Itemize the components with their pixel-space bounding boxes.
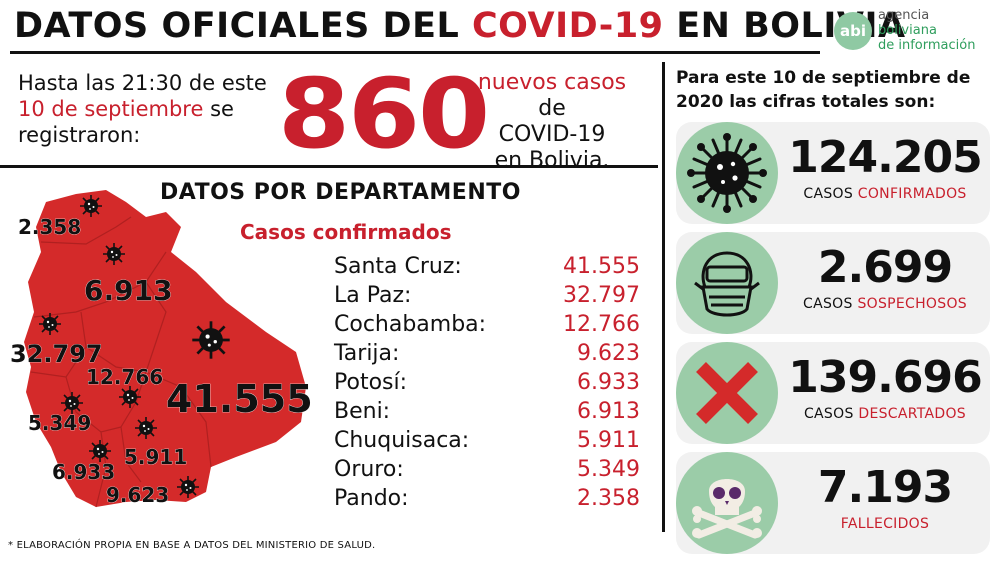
virus-icon-chuquisaca bbox=[134, 416, 158, 440]
logo-line-3: de información bbox=[878, 38, 976, 53]
department-value: 5.911 bbox=[577, 428, 640, 453]
department-name: Tarija: bbox=[334, 341, 400, 366]
totals-intro: Para este 10 de septiembre de 2020 las c… bbox=[676, 68, 971, 112]
abi-logo-badge: abi bbox=[834, 11, 872, 50]
title-underline bbox=[10, 51, 820, 54]
new-cases-de: de bbox=[538, 96, 566, 121]
department-value: 32.797 bbox=[563, 283, 640, 308]
department-name: Pando: bbox=[334, 486, 409, 511]
label-highlight: SOSPECHOSOS bbox=[857, 296, 967, 312]
department-value: 12.766 bbox=[563, 312, 640, 337]
departments-title: DATOS POR DEPARTAMENTO bbox=[160, 180, 521, 205]
virus-icon bbox=[676, 122, 778, 224]
map-label-chuquisaca: 5.911 bbox=[124, 445, 187, 469]
discarded-label: CASOS DESCARTADOS bbox=[782, 406, 988, 422]
logo-line-1: agencia bbox=[878, 8, 930, 23]
virus-icon-beni bbox=[102, 242, 126, 266]
department-value: 41.555 bbox=[563, 254, 640, 279]
new-cases-number: 860 bbox=[278, 58, 490, 170]
map-label-potosi: 6.933 bbox=[52, 460, 115, 484]
discarded-card: 139.696 CASOS DESCARTADOS bbox=[676, 342, 990, 444]
virus-icon-la-paz bbox=[38, 312, 62, 336]
intro-text-1: Hasta las 21:30 de este bbox=[18, 71, 267, 95]
footnote: * ELABORACIÓN PROPIA EN BASE A DATOS DEL… bbox=[8, 540, 376, 551]
new-cases-text: nuevos casos de COVID-19 en Bolivia. bbox=[462, 70, 642, 174]
list-item: Beni: 6.913 bbox=[334, 397, 640, 426]
map-label-pando: 2.358 bbox=[18, 215, 81, 239]
virus-icon-pando bbox=[79, 194, 103, 218]
department-name: Oruro: bbox=[334, 457, 404, 482]
intro-text: Hasta las 21:30 de este 10 de septiembre… bbox=[18, 70, 268, 148]
virus-icon-tarija bbox=[176, 475, 200, 499]
title-part-covid: COVID-19 bbox=[471, 6, 664, 46]
label-prefix: CASOS bbox=[803, 406, 859, 422]
label-highlight: DESCARTADOS bbox=[858, 406, 966, 422]
department-value: 6.933 bbox=[577, 370, 640, 395]
department-name: Chuquisaca: bbox=[334, 428, 470, 453]
map-label-santa-cruz: 41.555 bbox=[166, 377, 313, 421]
discarded-number: 139.696 bbox=[788, 352, 982, 403]
abi-logo: abi agencia boliviana de información bbox=[834, 8, 975, 53]
virus-icon-cochabamba bbox=[118, 385, 142, 409]
department-name: La Paz: bbox=[334, 283, 412, 308]
department-value: 9.623 bbox=[577, 341, 640, 366]
new-cases-covid: COVID-19 bbox=[498, 122, 606, 147]
virus-icon-santa-cruz bbox=[190, 319, 232, 361]
label-highlight: FALLECIDOS bbox=[840, 516, 930, 532]
department-value: 2.358 bbox=[577, 486, 640, 511]
map-label-beni: 6.913 bbox=[84, 274, 173, 307]
new-cases-bolivia: en Bolivia. bbox=[494, 148, 610, 173]
cross-icon bbox=[676, 342, 778, 444]
departments-subtitle: Casos confirmados bbox=[240, 220, 452, 244]
label-highlight: CONFIRMADOS bbox=[857, 186, 967, 202]
abi-logo-text: agencia boliviana de información bbox=[878, 8, 975, 53]
title-part-1: DATOS OFICIALES DEL bbox=[14, 6, 472, 46]
list-item: Oruro: 5.349 bbox=[334, 455, 640, 484]
list-item: Cochabamba: 12.766 bbox=[334, 310, 640, 339]
confirmed-card: 124.205 CASOS CONFIRMADOS bbox=[676, 122, 990, 224]
list-item: Tarija: 9.623 bbox=[334, 339, 640, 368]
department-name: Cochabamba: bbox=[334, 312, 487, 337]
divider-horizontal bbox=[0, 165, 658, 168]
bolivia-country-shape bbox=[24, 190, 306, 507]
page-title: DATOS OFICIALES DEL COVID-19 EN BOLIVIA bbox=[14, 6, 906, 46]
map-label-tarija: 9.623 bbox=[106, 483, 169, 507]
new-cases-label: nuevos casos bbox=[477, 70, 627, 95]
intro-text-2: se registraron: bbox=[18, 97, 234, 147]
virus-icon-potosi bbox=[88, 439, 112, 463]
map-label-oruro: 5.349 bbox=[28, 411, 91, 435]
department-value: 6.913 bbox=[577, 399, 640, 424]
departments-list: Santa Cruz: 41.555 La Paz: 32.797 Cochabam… bbox=[334, 252, 640, 513]
logo-line-2: boliviana bbox=[878, 23, 937, 38]
mask-face-icon bbox=[676, 232, 778, 334]
label-prefix: CASOS bbox=[803, 296, 858, 312]
list-item: Pando: 2.358 bbox=[334, 484, 640, 513]
bolivia-map: 2.358 6.913 32.797 12.766 41.555 5.349 5… bbox=[10, 190, 313, 508]
deaths-number: 7.193 bbox=[817, 462, 953, 513]
suspected-label: CASOS SOSPECHOSOS bbox=[782, 296, 988, 312]
confirmed-label: CASOS CONFIRMADOS bbox=[782, 186, 988, 202]
list-item: Potosí: 6.933 bbox=[334, 368, 640, 397]
department-name: Potosí: bbox=[334, 370, 408, 395]
list-item: Chuquisaca: 5.911 bbox=[334, 426, 640, 455]
deaths-label: FALLECIDOS bbox=[782, 516, 988, 532]
confirmed-number: 124.205 bbox=[788, 132, 982, 183]
list-item: La Paz: 32.797 bbox=[334, 281, 640, 310]
suspected-number: 2.699 bbox=[817, 242, 953, 293]
suspected-card: 2.699 CASOS SOSPECHOSOS bbox=[676, 232, 990, 334]
label-prefix: CASOS bbox=[803, 186, 858, 202]
map-label-cochabamba: 12.766 bbox=[86, 365, 163, 389]
intro-date: 10 de septiembre bbox=[18, 97, 204, 121]
department-borders bbox=[30, 216, 212, 508]
department-value: 5.349 bbox=[577, 457, 640, 482]
department-name: Santa Cruz: bbox=[334, 254, 462, 279]
divider-vertical bbox=[662, 62, 665, 532]
map-label-la-paz: 32.797 bbox=[10, 340, 103, 368]
list-item: Santa Cruz: 41.555 bbox=[334, 252, 640, 281]
department-name: Beni: bbox=[334, 399, 391, 424]
deaths-card: 7.193 FALLECIDOS bbox=[676, 452, 990, 554]
skull-icon bbox=[676, 452, 778, 554]
